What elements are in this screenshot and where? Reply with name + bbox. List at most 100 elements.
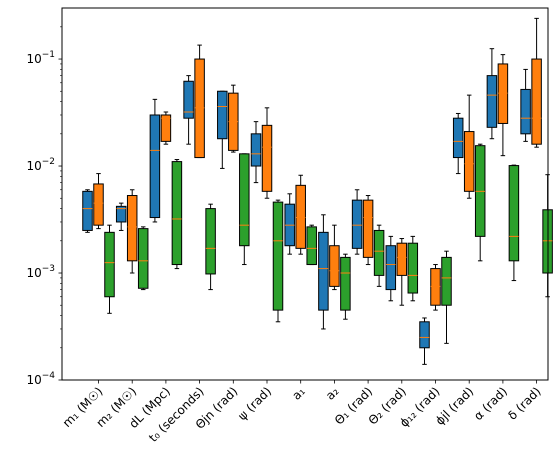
- box-body: [318, 231, 329, 311]
- box-body: [261, 124, 273, 192]
- box-5-series-2: [272, 199, 284, 323]
- box-2-series-0: [149, 98, 161, 223]
- x-tick-label: a₁: [289, 384, 308, 403]
- y-tick-exponent: −3: [42, 264, 55, 274]
- box-6-series-1: [295, 174, 306, 255]
- box-7-series-0: [318, 214, 329, 330]
- box-9-series-0: [385, 235, 397, 302]
- box-0-series-0: [82, 189, 93, 233]
- box-9-series-2: [407, 235, 419, 302]
- box-4-series-1: [228, 84, 239, 153]
- box-5-series-1: [261, 107, 273, 199]
- box-1-series-0: [115, 202, 127, 231]
- x-tick-label: α (rad): [471, 384, 510, 423]
- x-tick-label: ψ (rad): [235, 384, 274, 423]
- box-10-series-0: [419, 317, 430, 365]
- box-body: [373, 229, 385, 276]
- y-tick-exponent: −4: [42, 371, 56, 381]
- box-body: [93, 183, 104, 226]
- box-13-series-1: [531, 17, 542, 148]
- box-body: [250, 133, 262, 167]
- box-body: [217, 90, 228, 140]
- box-12-series-0: [486, 48, 498, 140]
- box-12-series-2: [508, 164, 520, 282]
- box-body: [520, 88, 531, 135]
- y-tick-label: 10−2: [26, 157, 55, 173]
- y-tick-exponent: −1: [42, 50, 55, 60]
- box-body: [295, 184, 306, 249]
- box-body: [137, 228, 149, 289]
- box-body: [419, 321, 430, 349]
- y-tick-base: 10: [26, 266, 41, 280]
- box-body: [362, 199, 374, 258]
- box-body: [407, 242, 419, 294]
- box-9-series-1: [396, 238, 408, 306]
- box-10-series-2: [441, 250, 452, 344]
- box-body: [486, 75, 498, 128]
- y-tick-label: 10−1: [26, 50, 55, 66]
- y-tick-base: 10: [26, 373, 41, 387]
- y-tick-label: 10−3: [26, 264, 55, 280]
- box-body: [160, 114, 172, 142]
- box-12-series-1: [497, 54, 509, 157]
- box-body: [463, 131, 475, 192]
- box-body: [351, 199, 363, 249]
- box-8-series-0: [351, 189, 363, 255]
- box-0-series-1: [93, 173, 104, 230]
- x-axis: m₁ (M☉)m₂ (M☉)dL (Mpc)t₀ (seconds)Θjn (r…: [60, 380, 544, 445]
- box-3-series-1: [194, 44, 205, 159]
- box-body: [126, 195, 138, 262]
- box-body: [329, 245, 340, 287]
- box-0-series-2: [104, 224, 115, 314]
- box-body: [497, 63, 509, 124]
- box-6-series-2: [306, 224, 317, 266]
- box-13-series-0: [520, 68, 531, 142]
- box-body: [272, 201, 284, 311]
- y-axis: 10−410−310−210−1: [26, 26, 62, 387]
- box-3-series-2: [205, 203, 216, 291]
- box-5-series-0: [250, 121, 262, 184]
- box-body: [441, 256, 452, 306]
- box-body: [82, 190, 93, 231]
- box-body: [385, 245, 397, 291]
- box-1-series-2: [137, 226, 149, 291]
- box-11-series-0: [452, 112, 464, 175]
- box-body: [115, 205, 127, 223]
- box-11-series-1: [463, 94, 475, 199]
- box-8-series-1: [362, 195, 374, 266]
- x-tick-label: a₂: [323, 384, 342, 403]
- box-body: [239, 153, 250, 247]
- box-11-series-2: [474, 143, 486, 262]
- box-body: [149, 114, 161, 219]
- x-tick-label: δ (rad): [505, 384, 543, 422]
- y-tick-base: 10: [26, 52, 41, 66]
- y-tick-label: 10−4: [26, 371, 55, 387]
- box-body: [452, 117, 464, 159]
- boxes-layer: [82, 17, 553, 365]
- box-6-series-0: [284, 193, 295, 255]
- plot-area-frame: [61, 7, 549, 381]
- box-body: [183, 80, 194, 119]
- y-tick-exponent: −2: [42, 157, 55, 167]
- box-body: [104, 231, 115, 298]
- box-4-series-2: [239, 153, 250, 266]
- y-tick-base: 10: [26, 159, 41, 173]
- box-body: [171, 161, 183, 266]
- box-2-series-2: [171, 159, 183, 270]
- box-body: [396, 242, 408, 276]
- box-body: [531, 58, 542, 145]
- box-1-series-1: [126, 189, 138, 274]
- box-body: [306, 226, 317, 266]
- box-body: [508, 165, 520, 262]
- box-4-series-0: [217, 90, 228, 169]
- box-3-series-0: [183, 75, 194, 145]
- box-body: [205, 208, 216, 275]
- box-2-series-1: [160, 111, 172, 145]
- box-7-series-2: [340, 253, 351, 320]
- box-body: [430, 268, 441, 306]
- box-body: [340, 256, 351, 311]
- box-7-series-1: [329, 224, 340, 291]
- box-8-series-2: [373, 224, 385, 287]
